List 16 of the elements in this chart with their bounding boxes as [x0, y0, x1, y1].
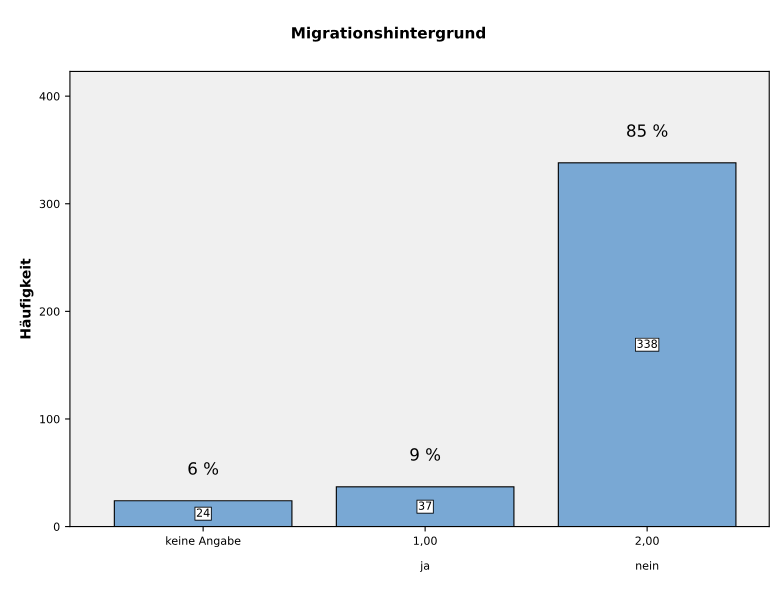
- annotation: 6 %: [188, 462, 218, 475]
- data-label: 24: [196, 508, 210, 517]
- x-tick-label: keine Angabe: [166, 536, 240, 548]
- annotation: 85 %: [627, 124, 668, 137]
- y-tick-label: 0: [54, 522, 60, 531]
- y-tick-label: 400: [40, 92, 60, 101]
- category-label: 2,00 nein: [636, 536, 659, 570]
- y-axis-title: Häufigkeit: [20, 258, 34, 338]
- data-label: 37: [418, 501, 432, 510]
- category-label: 1,00 ja: [414, 536, 437, 572]
- y-tick-label: 100: [40, 414, 60, 424]
- y-tick-label: 200: [40, 307, 60, 316]
- annotation: 9 %: [410, 448, 440, 461]
- chart-title: Migrationshintergrund: [292, 26, 486, 42]
- data-label: 338: [637, 340, 657, 348]
- y-tick-label: 300: [40, 200, 60, 208]
